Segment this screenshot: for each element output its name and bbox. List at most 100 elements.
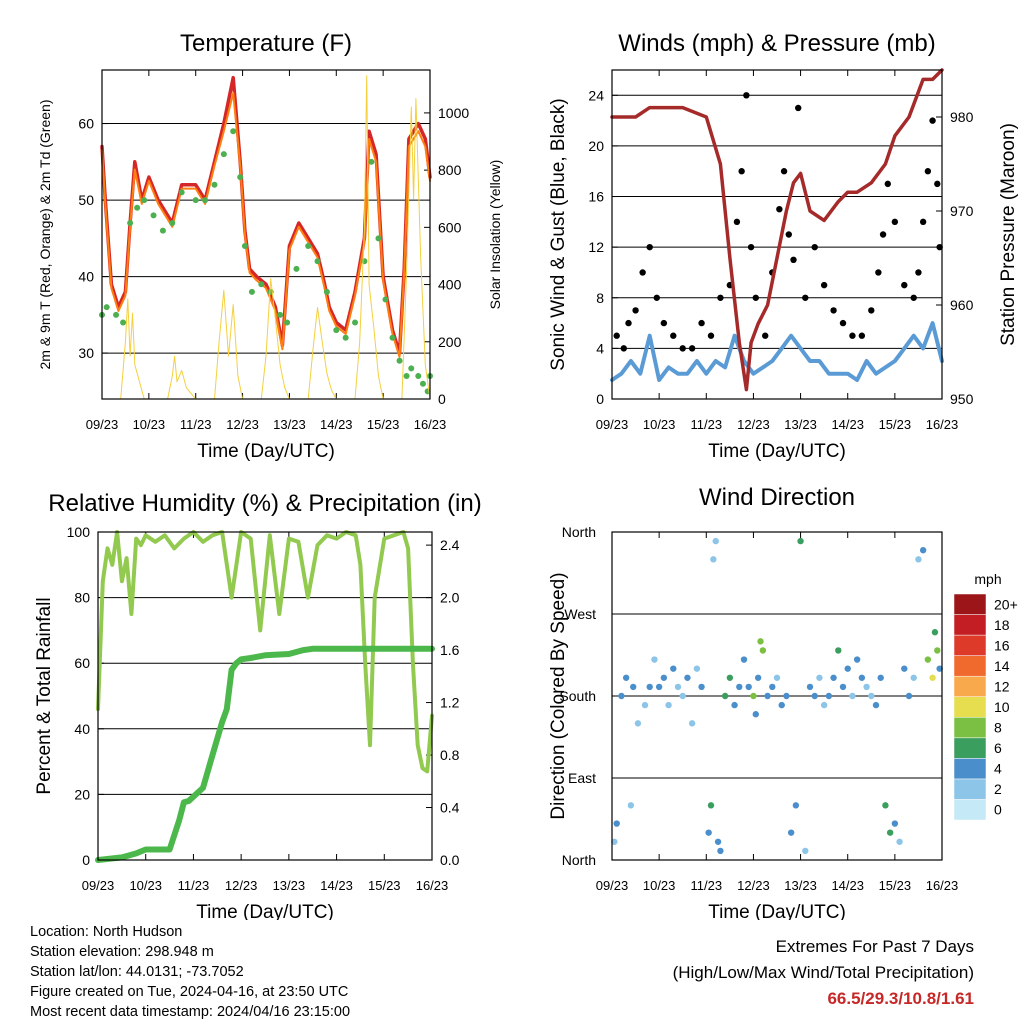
y-tick-label: 50 bbox=[78, 192, 94, 208]
y-tick-label: South bbox=[559, 688, 596, 704]
data-point bbox=[127, 220, 134, 227]
y-tick-label: 100 bbox=[67, 524, 91, 540]
y-axis-label: 2m & 9m T (Red, Orange) & 2m Td (Green) bbox=[37, 100, 53, 370]
series-direction bbox=[611, 537, 943, 855]
data-point bbox=[816, 674, 823, 681]
data-point bbox=[891, 820, 899, 827]
y2-tick-label: 400 bbox=[438, 277, 462, 293]
chart-title: Winds (mph) & Pressure (mb) bbox=[618, 30, 935, 57]
data-point bbox=[258, 281, 265, 288]
data-point bbox=[896, 838, 903, 845]
x-tick-label: 11/23 bbox=[690, 878, 722, 893]
figure-created: Figure created on Tue, 2024-04-16, at 23… bbox=[30, 984, 349, 1000]
data-point bbox=[284, 319, 291, 326]
data-point bbox=[858, 674, 866, 681]
data-point bbox=[929, 674, 936, 681]
data-point bbox=[924, 168, 932, 175]
x-tick-label: 15/23 bbox=[879, 878, 912, 893]
x-tick-label: 15/23 bbox=[879, 417, 912, 432]
data-point bbox=[674, 683, 682, 691]
data-point bbox=[178, 189, 185, 196]
x-tick-label: 13/23 bbox=[784, 417, 817, 432]
data-point bbox=[415, 373, 422, 380]
colorbar-label: 8 bbox=[994, 720, 1002, 736]
x-tick-label: 12/23 bbox=[226, 417, 259, 432]
data-point bbox=[627, 802, 635, 809]
y2-tick-label: 0.8 bbox=[440, 747, 460, 763]
data-point bbox=[752, 711, 759, 718]
x-tick-label: 11/23 bbox=[690, 417, 722, 432]
data-point bbox=[613, 820, 620, 827]
y-axis-label: Direction (Colored By Speed) bbox=[548, 572, 569, 819]
data-point bbox=[877, 674, 884, 681]
data-point bbox=[915, 556, 922, 563]
series-sonic-wind bbox=[610, 321, 944, 382]
y-tick-label: East bbox=[568, 770, 596, 786]
data-point bbox=[886, 829, 894, 836]
data-point bbox=[780, 168, 788, 175]
data-point bbox=[825, 692, 833, 700]
y2-axis-label: Station Pressure (Maroon) bbox=[998, 123, 1019, 346]
y-axis-label: Percent & Total Rainfall bbox=[34, 597, 55, 794]
data-point bbox=[759, 647, 767, 654]
data-point bbox=[368, 158, 375, 165]
data-point bbox=[919, 547, 927, 554]
data-point bbox=[934, 180, 941, 188]
data-point bbox=[688, 345, 696, 352]
data-point bbox=[868, 307, 875, 314]
data-point bbox=[698, 683, 705, 691]
figure-canvas: Temperature (F)3040506002004006008001000… bbox=[34, 30, 1019, 920]
x-tick-label: 12/23 bbox=[737, 878, 770, 893]
series-gust bbox=[613, 92, 943, 352]
data-point bbox=[220, 151, 227, 158]
data-point bbox=[750, 692, 757, 700]
data-point bbox=[901, 281, 908, 289]
data-point bbox=[910, 674, 917, 681]
data-point bbox=[705, 829, 712, 836]
series-9m-t bbox=[101, 92, 431, 358]
data-point bbox=[305, 242, 312, 249]
data-point bbox=[830, 307, 837, 314]
data-point bbox=[811, 243, 818, 251]
x-tick-label: 13/23 bbox=[273, 878, 306, 893]
data-point bbox=[314, 258, 321, 265]
data-point bbox=[653, 294, 660, 301]
y-tick-label: 40 bbox=[74, 721, 90, 737]
data-point bbox=[884, 180, 891, 188]
x-tick-label: 15/23 bbox=[367, 417, 400, 432]
data-point bbox=[802, 294, 809, 301]
data-point bbox=[736, 683, 743, 691]
chart-title: Wind Direction bbox=[699, 484, 855, 511]
extremes-title: Extremes For Past 7 Days bbox=[775, 937, 974, 956]
data-point bbox=[620, 345, 627, 352]
plot-frame bbox=[97, 531, 433, 861]
data-point bbox=[731, 701, 738, 709]
data-point bbox=[660, 319, 668, 327]
data-point bbox=[844, 665, 851, 672]
y-tick-label: 20 bbox=[74, 786, 90, 802]
data-point bbox=[698, 319, 705, 327]
y2-tick-label: 200 bbox=[438, 334, 462, 350]
data-point bbox=[237, 174, 244, 181]
colorbar-label: 6 bbox=[994, 740, 1002, 756]
y2-tick-label: 2.4 bbox=[440, 537, 460, 553]
data-point bbox=[931, 629, 939, 636]
data-point bbox=[103, 304, 110, 311]
chart-title: Temperature (F) bbox=[180, 30, 352, 57]
data-point bbox=[634, 720, 642, 727]
colorbar-label: 12 bbox=[994, 678, 1010, 694]
data-point bbox=[806, 683, 814, 691]
y2-tick-label: 1000 bbox=[438, 105, 469, 121]
data-point bbox=[113, 311, 120, 318]
colorbar-swatch bbox=[953, 717, 987, 739]
data-point bbox=[790, 256, 797, 264]
data-point bbox=[660, 674, 668, 681]
data-point bbox=[776, 205, 783, 213]
data-point bbox=[670, 665, 677, 672]
data-point bbox=[910, 294, 917, 301]
colorbar-swatch bbox=[953, 675, 987, 697]
data-point bbox=[241, 242, 248, 249]
x-tick-label: 16/23 bbox=[926, 878, 959, 893]
data-point bbox=[929, 117, 936, 124]
data-point bbox=[419, 380, 426, 387]
